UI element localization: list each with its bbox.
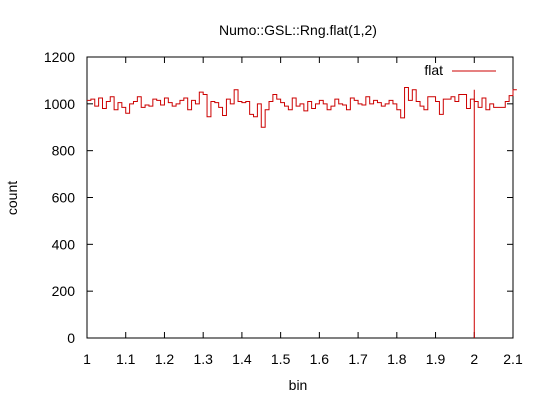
x-tick-label-1: 1.1 xyxy=(116,351,136,367)
legend-label-flat: flat xyxy=(424,62,443,78)
y-axis-ticks: 0 200 400 600 800 1000 1200 xyxy=(44,49,513,346)
x-tick-label-3: 1.3 xyxy=(193,351,213,367)
x-tick-label-11: 2.1 xyxy=(503,351,523,367)
legend: flat xyxy=(424,62,496,78)
x-axis-ticks: 1 1.1 1.2 1.3 1.4 1.5 1.6 1.7 1.8 1.9 2 2.1 xyxy=(83,57,523,367)
y-tick-label-6: 1200 xyxy=(44,49,75,65)
chart-title: Numo::GSL::Rng.flat(1,2) xyxy=(219,22,377,38)
x-axis-label: bin xyxy=(289,377,308,393)
y-tick-label-3: 600 xyxy=(52,190,76,206)
x-tick-label-5: 1.5 xyxy=(271,351,291,367)
y-tick-label-5: 1000 xyxy=(44,96,75,112)
y-tick-label-0: 0 xyxy=(67,330,75,346)
series-line-flat xyxy=(87,86,517,128)
y-tick-label-1: 200 xyxy=(52,283,76,299)
x-tick-label-2: 1.2 xyxy=(155,351,175,367)
series-layer xyxy=(87,86,517,338)
x-tick-label-0: 1 xyxy=(83,351,91,367)
y-axis-label: count xyxy=(4,181,20,215)
x-tick-label-8: 1.8 xyxy=(387,351,407,367)
y-tick-label-4: 800 xyxy=(52,143,76,159)
x-tick-label-9: 1.9 xyxy=(426,351,446,367)
x-tick-label-4: 1.4 xyxy=(232,351,252,367)
y-tick-label-2: 400 xyxy=(52,236,76,252)
x-tick-label-7: 1.7 xyxy=(348,351,368,367)
x-tick-label-10: 2 xyxy=(470,351,478,367)
x-tick-label-6: 1.6 xyxy=(310,351,330,367)
